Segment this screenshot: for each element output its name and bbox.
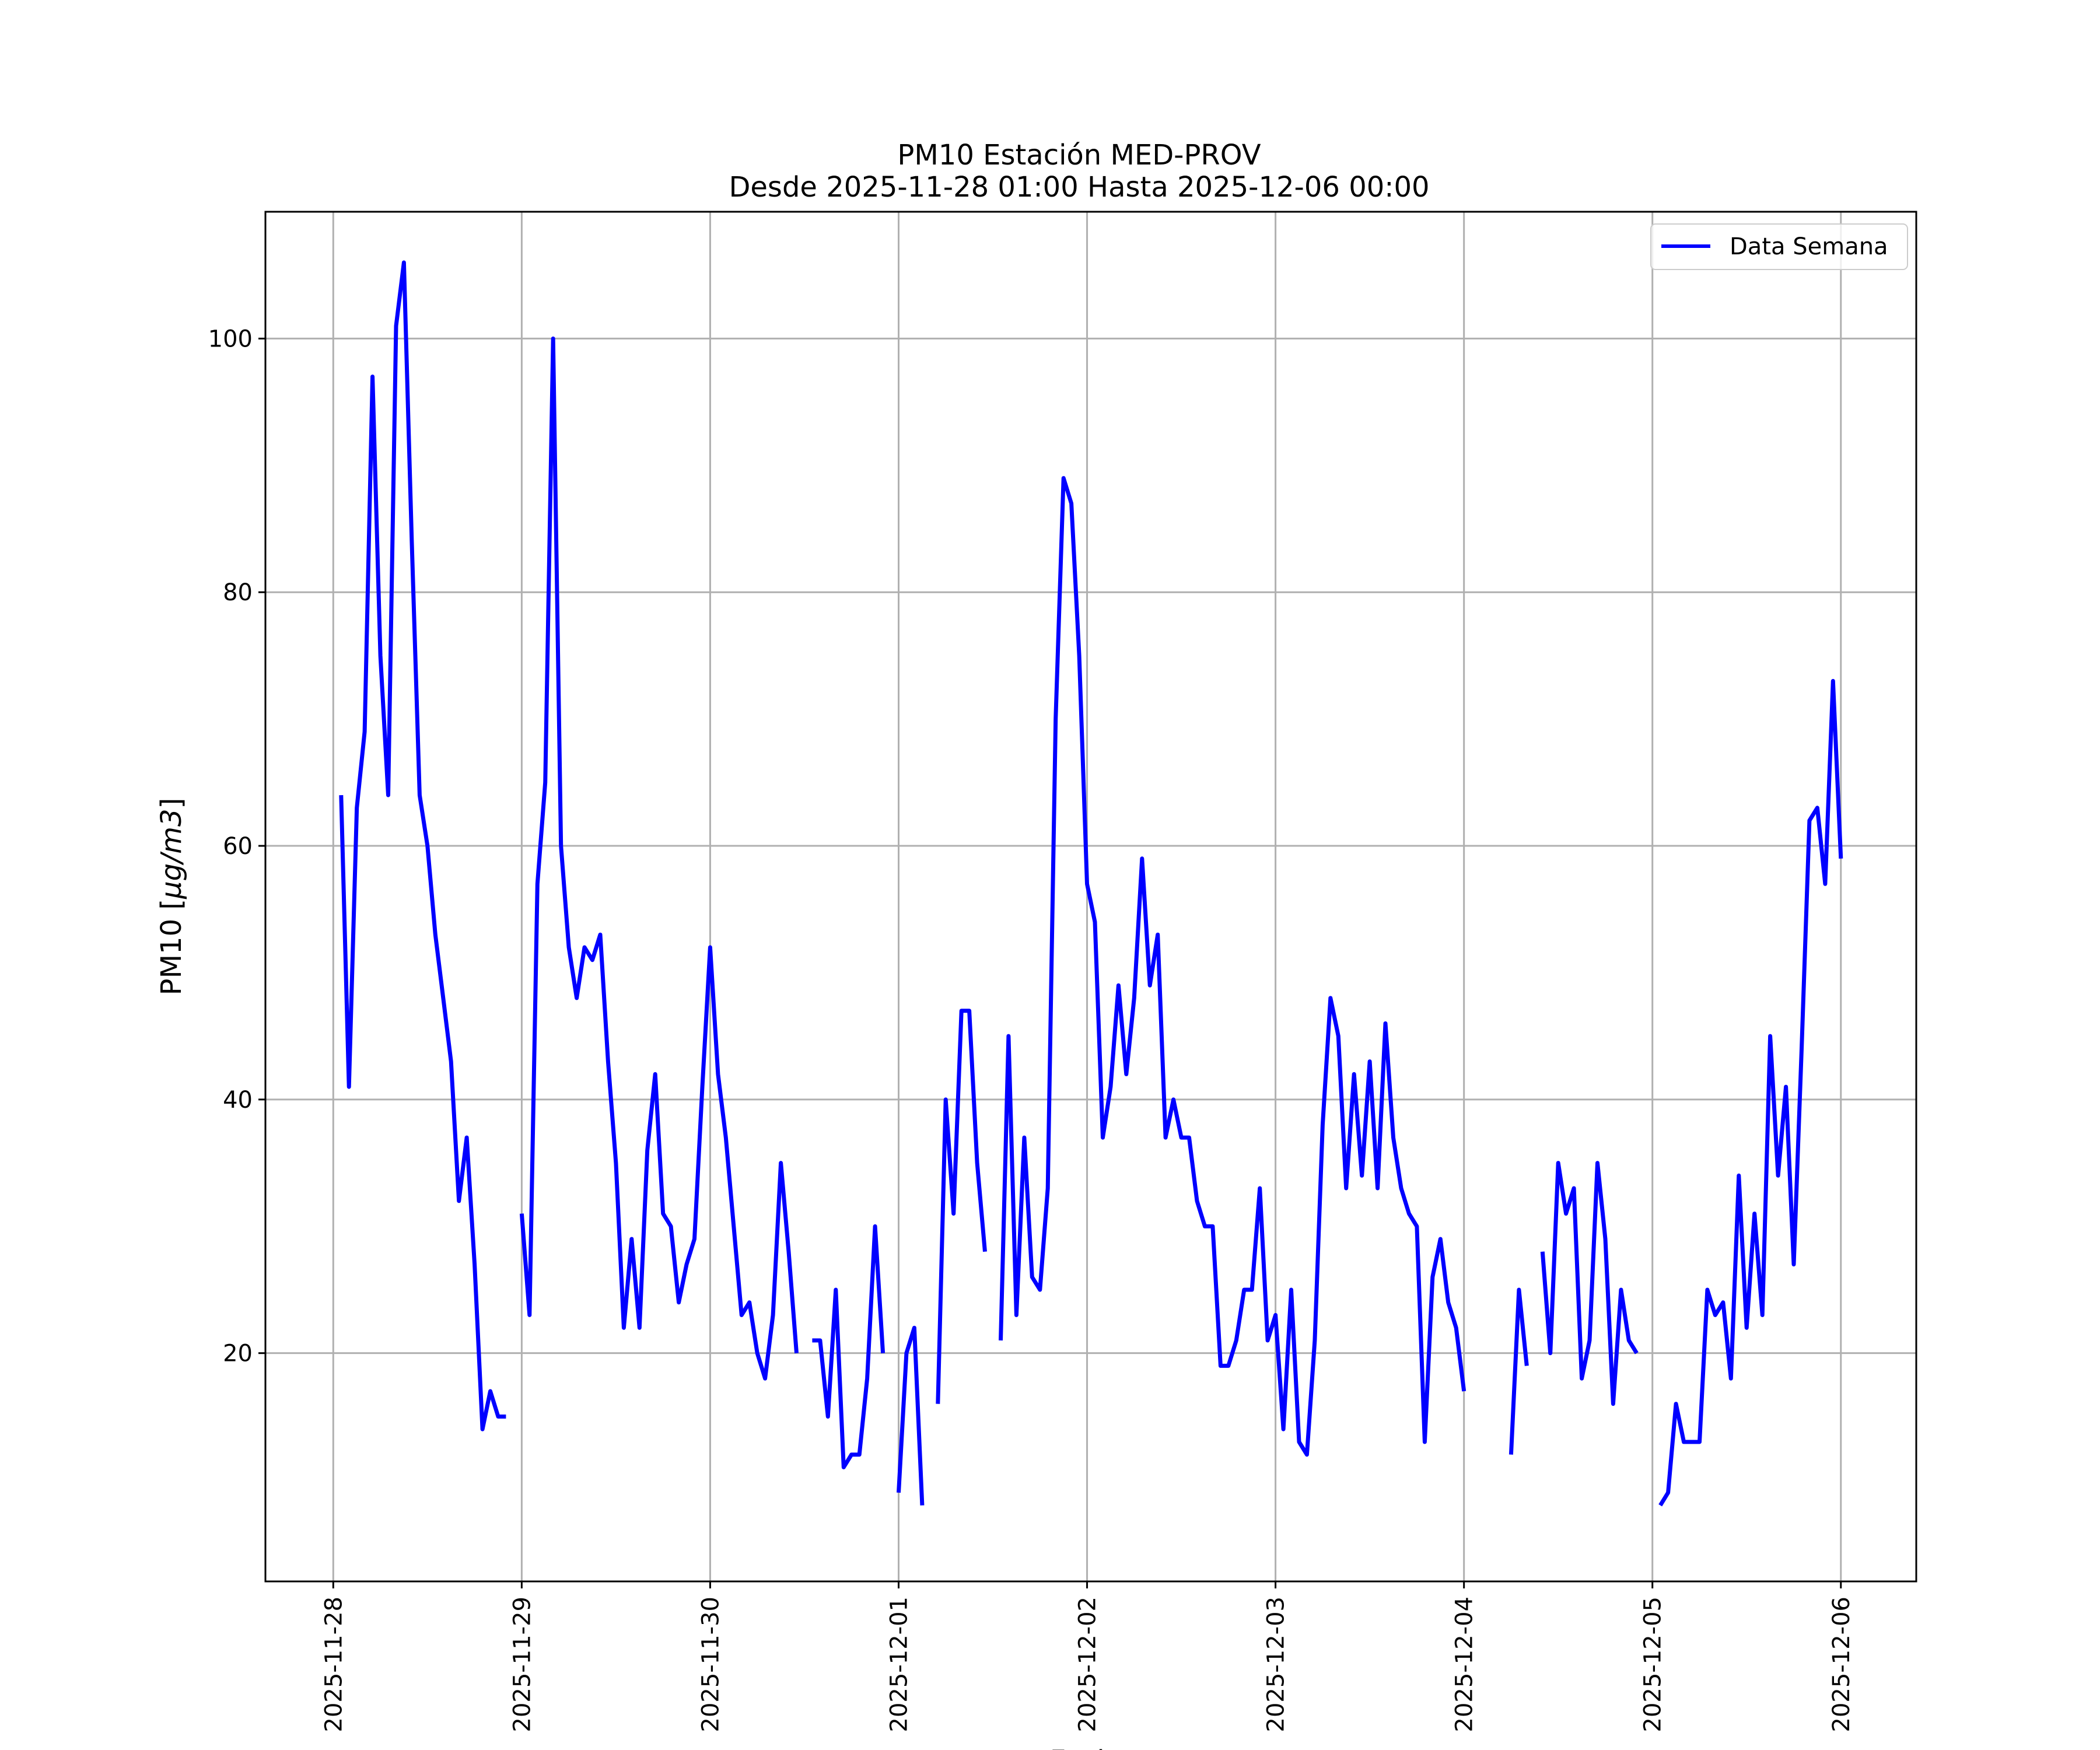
y-tick-label: 40 bbox=[223, 1087, 253, 1114]
series-line-segment bbox=[1540, 1161, 1639, 1406]
series-line-segment bbox=[999, 476, 1466, 1457]
y-tick-label: 100 bbox=[208, 326, 253, 352]
y-tick-label: 60 bbox=[223, 833, 253, 860]
chart-subtitle: Desde 2025-11-28 01:00 Hasta 2025-12-06 … bbox=[729, 171, 1429, 204]
series-line-segment bbox=[812, 1224, 886, 1469]
x-tick-label: 2025-12-01 bbox=[886, 1597, 912, 1732]
x-tick-label: 2025-12-04 bbox=[1451, 1597, 1478, 1732]
y-axis-label-suffix: ] bbox=[155, 798, 188, 809]
legend-label: Data Semana bbox=[1730, 233, 1888, 260]
y-tick-label: 20 bbox=[223, 1340, 253, 1367]
x-axis-label: Fecha bbox=[1050, 1745, 1132, 1750]
plot-area bbox=[339, 260, 1843, 1507]
axes-frame bbox=[264, 211, 1917, 1583]
series-line-segment bbox=[1508, 1287, 1529, 1455]
x-tick-label: 2025-12-05 bbox=[1640, 1597, 1667, 1732]
y-axis-label: PM10 [μg/m3] bbox=[155, 798, 188, 996]
series-line-segment bbox=[1658, 678, 1843, 1507]
x-tick-label: 2025-12-02 bbox=[1074, 1597, 1101, 1732]
x-tick-label: 2025-11-28 bbox=[320, 1597, 347, 1732]
series-line-segment bbox=[519, 336, 799, 1381]
legend-box bbox=[1650, 223, 1908, 270]
x-tick-label: 2025-12-06 bbox=[1828, 1597, 1855, 1732]
x-axis-ticks: 2025-11-28 2025-11-29 2025-11-30 2025-12-01… bbox=[320, 1581, 1855, 1732]
y-axis-label-units: μg/m3 bbox=[155, 808, 188, 899]
legend: Data Semana bbox=[1650, 223, 1908, 270]
y-axis-label-prefix: PM10 [ bbox=[155, 899, 188, 995]
x-tick-label: 2025-12-03 bbox=[1263, 1597, 1290, 1732]
x-tick-label: 2025-11-29 bbox=[509, 1597, 536, 1732]
series-line-segment bbox=[936, 1009, 987, 1404]
y-tick-label: 80 bbox=[223, 579, 253, 606]
series-line-segment bbox=[897, 1325, 925, 1506]
series-line-segment bbox=[339, 260, 506, 1432]
chart-title: PM10 Estación MED-PROV bbox=[897, 139, 1261, 172]
x-tick-label: 2025-11-30 bbox=[697, 1597, 724, 1732]
y-axis-ticks: 20 40 60 80 100 bbox=[208, 326, 265, 1367]
